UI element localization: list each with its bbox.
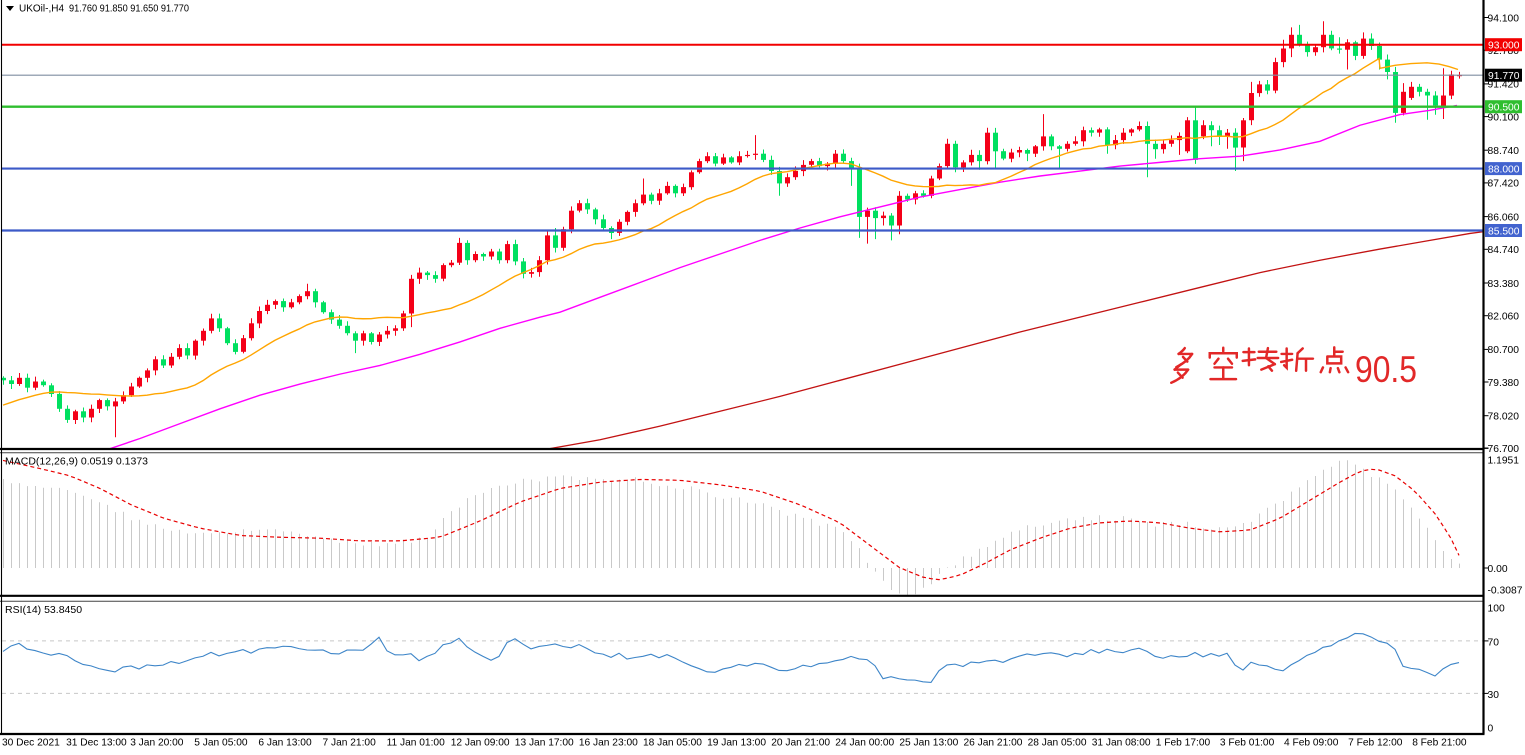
svg-text:6 Jan 13:00: 6 Jan 13:00 xyxy=(258,738,312,749)
svg-text:30: 30 xyxy=(1488,690,1500,701)
svg-text:76.700: 76.700 xyxy=(1488,444,1520,455)
svg-text:26 Jan 21:00: 26 Jan 21:00 xyxy=(964,738,1023,749)
svg-text:80.700: 80.700 xyxy=(1488,345,1520,356)
svg-text:18 Jan 05:00: 18 Jan 05:00 xyxy=(643,738,702,749)
svg-text:88.740: 88.740 xyxy=(1488,146,1520,157)
svg-text:94.100: 94.100 xyxy=(1488,13,1520,24)
svg-text:8 Feb 21:00: 8 Feb 21:00 xyxy=(1412,738,1467,749)
svg-text:93.000: 93.000 xyxy=(1488,41,1520,52)
svg-text:78.020: 78.020 xyxy=(1488,412,1520,423)
svg-text:88.000: 88.000 xyxy=(1488,165,1520,176)
svg-text:70: 70 xyxy=(1488,638,1500,649)
svg-text:12 Jan 09:00: 12 Jan 09:00 xyxy=(451,738,510,749)
svg-text:-0.3087: -0.3087 xyxy=(1488,586,1523,597)
svg-text:3 Feb 01:00: 3 Feb 01:00 xyxy=(1220,738,1275,749)
svg-text:84.740: 84.740 xyxy=(1488,245,1520,256)
svg-text:20 Jan 21:00: 20 Jan 21:00 xyxy=(771,738,830,749)
svg-text:11 Jan 01:00: 11 Jan 01:00 xyxy=(387,738,445,749)
svg-text:30 Dec 2021: 30 Dec 2021 xyxy=(2,738,60,749)
svg-text:91.770: 91.770 xyxy=(1488,71,1520,82)
svg-text:91.420: 91.420 xyxy=(1488,80,1520,91)
svg-text:100: 100 xyxy=(1488,604,1505,615)
svg-text:5 Jan 05:00: 5 Jan 05:00 xyxy=(194,738,248,749)
svg-text:16 Jan 23:00: 16 Jan 23:00 xyxy=(579,738,638,749)
svg-text:91.760 91.850 91.650 91.770: 91.760 91.850 91.650 91.770 xyxy=(69,4,189,15)
svg-text:RSI(14) 53.8450: RSI(14) 53.8450 xyxy=(5,604,82,616)
svg-text:85.500: 85.500 xyxy=(1488,226,1520,237)
svg-text:13 Jan 17:00: 13 Jan 17:00 xyxy=(515,738,574,749)
svg-text:1.1951: 1.1951 xyxy=(1488,456,1520,467)
svg-text:25 Jan 13:00: 25 Jan 13:00 xyxy=(899,738,958,749)
svg-text:0: 0 xyxy=(1488,724,1494,735)
svg-text:24 Jan 00:00: 24 Jan 00:00 xyxy=(835,738,894,749)
svg-text:87.420: 87.420 xyxy=(1488,179,1520,190)
svg-text:90.5: 90.5 xyxy=(1355,349,1417,390)
svg-text:MACD(12,26,9) 0.0519 0.1373: MACD(12,26,9) 0.0519 0.1373 xyxy=(5,456,148,468)
svg-text:86.060: 86.060 xyxy=(1488,212,1520,223)
svg-text:1 Feb 17:00: 1 Feb 17:00 xyxy=(1156,738,1211,749)
svg-text:90.100: 90.100 xyxy=(1488,112,1520,123)
svg-text:28 Jan 05:00: 28 Jan 05:00 xyxy=(1028,738,1087,749)
svg-text:31 Jan 08:00: 31 Jan 08:00 xyxy=(1092,738,1151,749)
svg-text:90.500: 90.500 xyxy=(1488,103,1520,114)
svg-text:19 Jan 13:00: 19 Jan 13:00 xyxy=(707,738,766,749)
svg-text:92.780: 92.780 xyxy=(1488,46,1520,57)
svg-text:79.380: 79.380 xyxy=(1488,378,1520,389)
svg-text:82.060: 82.060 xyxy=(1488,311,1520,322)
svg-text:83.380: 83.380 xyxy=(1488,279,1520,290)
svg-text:7 Jan 21:00: 7 Jan 21:00 xyxy=(323,738,377,749)
svg-text:7 Feb 12:00: 7 Feb 12:00 xyxy=(1348,738,1403,749)
svg-text:4 Feb 09:00: 4 Feb 09:00 xyxy=(1284,738,1339,749)
svg-text:31 Dec 13:00: 31 Dec 13:00 xyxy=(66,738,127,749)
svg-text:3 Jan 20:00: 3 Jan 20:00 xyxy=(130,738,184,749)
svg-text:UKOil-,H4: UKOil-,H4 xyxy=(19,4,64,15)
svg-text:0.00: 0.00 xyxy=(1488,564,1508,575)
